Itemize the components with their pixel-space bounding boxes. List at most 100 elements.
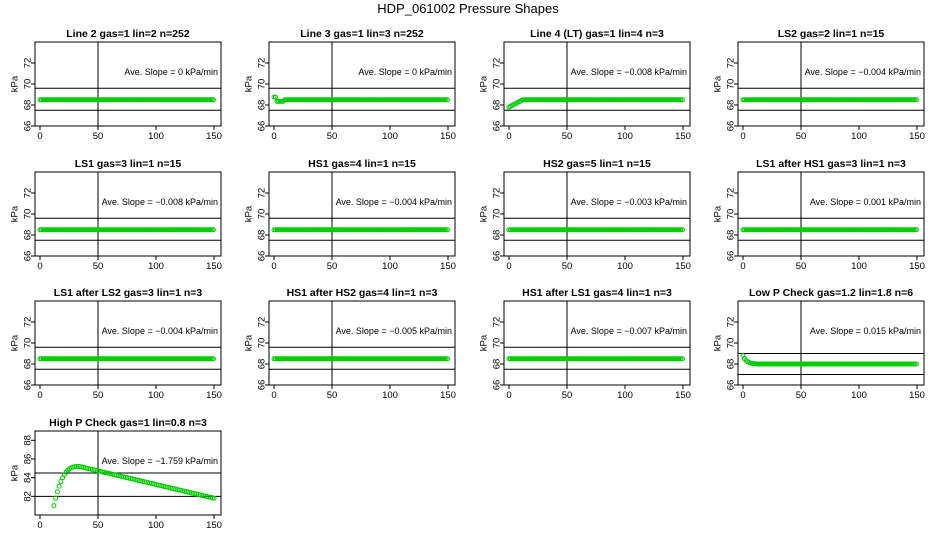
data-point <box>91 227 97 233</box>
data-point <box>443 227 449 233</box>
data-point <box>333 227 339 233</box>
data-point <box>760 227 766 233</box>
y-tick-label: 70 <box>492 338 503 349</box>
data-point <box>364 227 370 233</box>
data-point <box>621 227 627 233</box>
data-point <box>164 227 170 233</box>
data-point <box>826 361 832 367</box>
data-point <box>818 97 824 103</box>
data-point <box>898 97 904 103</box>
data-point <box>652 356 658 362</box>
data-point <box>84 356 90 362</box>
data-point <box>648 227 654 233</box>
panel-6: HS1 gas=4 lin=1 n=150 50 100 15066687072kPa… <box>244 158 456 272</box>
data-point <box>138 356 144 362</box>
data-point <box>342 356 348 362</box>
data-point <box>303 227 309 233</box>
data-point <box>547 227 553 233</box>
data-point <box>195 227 201 233</box>
data-point <box>408 97 414 103</box>
y-axis-label: kPa <box>713 334 724 351</box>
data-point <box>895 227 901 233</box>
data-point <box>130 227 136 233</box>
data-point <box>752 97 758 103</box>
data-point <box>797 227 803 233</box>
data-point <box>539 97 545 103</box>
data-point <box>313 97 319 103</box>
data-point <box>67 97 73 103</box>
data-point <box>603 97 609 103</box>
x-tick-label: 50 <box>796 390 807 401</box>
data-point <box>206 356 212 362</box>
panel-title: HS2 gas=5 lin=1 n=15 <box>543 158 651 170</box>
data-point <box>301 356 307 362</box>
data-point <box>138 97 144 103</box>
data-point <box>790 227 796 233</box>
data-point <box>675 356 681 362</box>
y-tick-label: 66 <box>492 121 503 132</box>
data-point <box>300 356 306 362</box>
data-point <box>432 356 438 362</box>
data-point <box>70 227 76 233</box>
data-point <box>198 97 204 103</box>
data-point <box>536 97 542 103</box>
data-point <box>900 97 906 103</box>
data-point <box>889 227 895 233</box>
data-point <box>864 227 870 233</box>
data-point <box>168 356 174 362</box>
data-point <box>859 227 865 233</box>
data-point <box>589 97 595 103</box>
data-point <box>97 356 103 362</box>
data-point <box>770 361 776 367</box>
data-point <box>593 227 599 233</box>
x-tick-label: 50 <box>93 131 104 142</box>
data-point <box>416 227 422 233</box>
data-point <box>584 227 590 233</box>
data-point <box>627 97 633 103</box>
data-point <box>81 227 87 233</box>
data-point <box>603 227 609 233</box>
data-point <box>321 97 327 103</box>
data-point <box>646 227 652 233</box>
x-tick-label: 50 <box>796 261 807 272</box>
data-point <box>667 227 673 233</box>
data-point <box>624 97 630 103</box>
data-point <box>752 227 758 233</box>
data-point <box>898 227 904 233</box>
data-point <box>758 97 764 103</box>
x-tick-label: 0 <box>506 390 511 401</box>
y-tick-label: 68 <box>23 100 34 111</box>
data-point <box>796 227 802 233</box>
data-point <box>775 227 781 233</box>
x-tick-label: 100 <box>148 261 164 272</box>
data-point <box>856 361 862 367</box>
data-point <box>334 356 340 362</box>
data-point <box>840 227 846 233</box>
data-point <box>619 97 625 103</box>
data-point <box>186 227 192 233</box>
data-point <box>654 97 660 103</box>
data-point <box>371 97 377 103</box>
data-point <box>393 227 399 233</box>
data-point <box>551 97 557 103</box>
data-point <box>912 227 918 233</box>
data-point <box>186 97 192 103</box>
data-point <box>613 97 619 103</box>
panel-title: Line 4 (LT) gas=1 lin=4 n=3 <box>530 28 664 40</box>
data-point <box>99 356 105 362</box>
data-point <box>743 227 749 233</box>
data-point <box>57 97 63 103</box>
data-point <box>207 227 213 233</box>
data-point <box>556 97 562 103</box>
data-point <box>506 227 512 233</box>
data-point <box>283 356 289 362</box>
data-point <box>444 227 450 233</box>
panel-title: LS2 gas=2 lin=1 n=15 <box>778 28 885 40</box>
data-point <box>852 227 858 233</box>
data-point <box>420 356 426 362</box>
data-point <box>52 356 58 362</box>
data-point <box>144 356 150 362</box>
data-point <box>740 227 746 233</box>
data-point <box>776 227 782 233</box>
data-point <box>663 97 669 103</box>
